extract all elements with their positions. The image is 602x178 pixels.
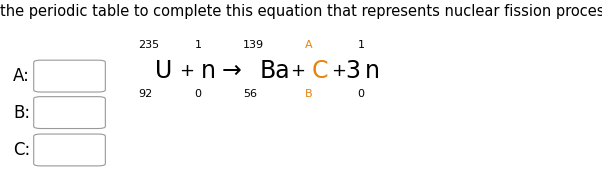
Text: →: → (222, 59, 241, 83)
Text: B: B (305, 89, 312, 99)
Text: 92: 92 (138, 89, 153, 99)
FancyBboxPatch shape (34, 97, 105, 129)
Text: +: + (331, 62, 346, 80)
Text: n: n (365, 59, 380, 83)
Text: n: n (201, 59, 216, 83)
Text: U: U (155, 59, 173, 83)
Text: A:: A: (13, 67, 30, 85)
FancyBboxPatch shape (34, 134, 105, 166)
Text: Ba: Ba (260, 59, 291, 83)
Text: Use the periodic table to complete this equation that represents nuclear fission: Use the periodic table to complete this … (0, 4, 602, 19)
FancyBboxPatch shape (34, 60, 105, 92)
Text: +: + (290, 62, 305, 80)
Text: 1: 1 (358, 40, 365, 50)
Text: 139: 139 (243, 40, 264, 50)
Text: C: C (312, 59, 328, 83)
Text: B:: B: (13, 104, 30, 122)
Text: 1: 1 (194, 40, 202, 50)
Text: C:: C: (13, 141, 31, 159)
Text: A: A (305, 40, 312, 50)
Text: 56: 56 (243, 89, 257, 99)
Text: +: + (179, 62, 194, 80)
Text: 235: 235 (138, 40, 160, 50)
Text: 3: 3 (345, 59, 360, 83)
Text: 0: 0 (358, 89, 365, 99)
Text: 0: 0 (194, 89, 202, 99)
